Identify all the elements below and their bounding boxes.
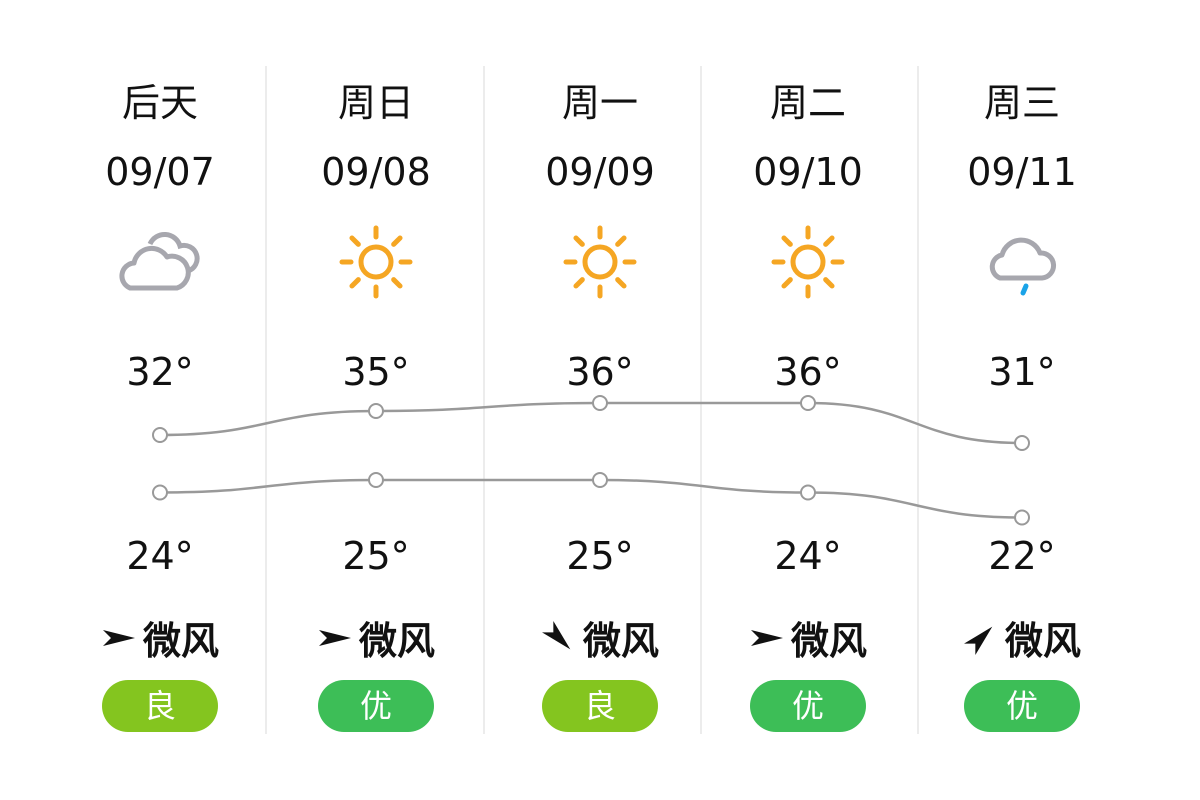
light-rain-icon [972,222,1072,302]
column-divider [265,66,267,734]
aqi-badge: 优 [964,680,1080,732]
date-label: 09/08 [321,150,431,194]
forecast-day-column: 周日 09/08 35° 25° 微风 优 [276,0,476,800]
wind-direction-arrow-icon [102,629,135,646]
high-temp: 36° [566,350,634,394]
wind-info: 微风 [708,610,908,665]
date-label: 09/11 [967,150,1077,194]
wind-label: 微风 [1004,619,1081,663]
aqi-badge: 优 [318,680,434,732]
day-label: 后天 [121,81,198,125]
high-temp: 36° [774,350,842,394]
wind-info: 微风 [500,610,700,665]
date-label: 09/07 [105,150,215,194]
low-temp: 24° [774,534,842,578]
high-temp: 35° [342,350,410,394]
wind-direction-arrow-icon [964,626,993,655]
wind-label: 微风 [790,619,867,663]
low-temp: 24° [126,534,194,578]
high-temp-point [1014,435,1030,451]
high-temp-point [152,427,168,443]
wind-info: 微风 [276,610,476,665]
low-temp: 25° [342,534,410,578]
day-label: 周日 [337,81,414,125]
wind-info: 微风 [60,610,260,665]
forecast-day-column: 周三 09/11 31° 22° 微风 优 [922,0,1122,800]
cloudy-icon [110,222,210,302]
wind-direction-arrow-icon [750,629,783,646]
sunny-icon [550,222,650,302]
low-temp-point [800,484,816,501]
aqi-badge: 优 [750,680,866,732]
aqi-badge: 良 [542,680,658,732]
low-temp-point [368,472,384,488]
wind-direction-arrow-icon [318,629,351,646]
wind-direction-arrow-icon [542,620,571,649]
column-divider [483,66,485,734]
high-temp-point [368,403,384,419]
column-divider [917,66,919,734]
column-divider [700,66,702,734]
high-temp-point [800,395,816,411]
wind-label: 微风 [358,619,435,663]
high-temp: 31° [988,350,1056,394]
aqi-badge: 良 [102,680,218,732]
low-temp-point [592,472,608,488]
forecast-day-column: 周一 09/09 36° 25° 微风 良 [500,0,700,800]
day-label: 周二 [769,81,846,125]
low-temp: 22° [988,534,1056,578]
wind-info: 微风 [922,610,1122,665]
date-label: 09/09 [545,150,655,194]
high-temp-point [592,395,608,411]
forecast-day-column: 后天 09/07 32° 24° 微风 良 [60,0,260,800]
date-label: 09/10 [753,150,863,194]
high-temp: 32° [126,350,194,394]
day-label: 周一 [561,81,638,125]
low-temp: 25° [566,534,634,578]
day-label: 周三 [983,81,1060,125]
sunny-icon [758,222,858,302]
low-temp-point [152,484,168,501]
wind-label: 微风 [582,619,659,663]
low-temp-point [1014,509,1030,526]
wind-label: 微风 [142,619,219,663]
sunny-icon [326,222,426,302]
forecast-day-column: 周二 09/10 36° 24° 微风 优 [708,0,908,800]
